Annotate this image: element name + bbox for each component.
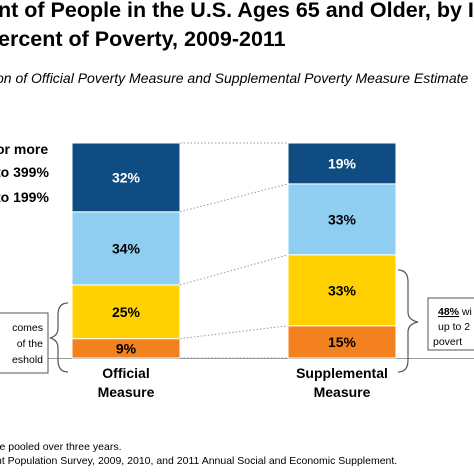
footnote-2: nt Population Survey, 2009, 2010, and 20… — [0, 455, 398, 467]
left-annotation-text: of the — [17, 338, 43, 350]
right-bracket — [397, 269, 419, 373]
chart-title-line-1: nt of People in the U.S. Ages 65 and Old… — [0, 0, 474, 22]
segment-connector-line — [179, 183, 289, 213]
bar-segment — [287, 142, 397, 185]
chart-title-line-2: ercent of Poverty, 2009-2011 — [0, 27, 286, 51]
bar-value-label: 33% — [328, 282, 357, 298]
bar-value-label: 32% — [112, 169, 141, 185]
bar-value-label: 19% — [328, 155, 357, 171]
left-annotation-text: eshold — [12, 354, 43, 366]
footnote-1: re pooled over three years. — [0, 441, 122, 453]
bar-segment — [71, 284, 181, 340]
bar-value-label: 15% — [328, 334, 357, 350]
left-bracket — [49, 302, 69, 373]
chart-title: nt of People in the U.S. Ages 65 and Old… — [0, 0, 474, 54]
left-annotation-text: comes — [12, 322, 43, 334]
chart-subtitle: on of Official Poverty Measure and Suppl… — [0, 70, 469, 86]
left-annotation-box — [0, 312, 49, 374]
x-tick-label: Supplemental — [296, 365, 388, 381]
right-annotation-line-1: 48% wi — [438, 306, 472, 318]
x-tick-label: Measure — [98, 384, 155, 400]
bar-value-label: 34% — [112, 240, 141, 256]
legend-entry-middle: to 399% — [0, 164, 49, 180]
right-annotation-text: wi — [459, 306, 472, 318]
legend-entry-bottom: to 199% — [0, 189, 49, 205]
bar-value-label: 25% — [112, 304, 141, 320]
right-annotation-percent: 48% — [438, 306, 460, 318]
right-annotation-line-3: povert — [433, 336, 462, 348]
x-tick-label: Official — [102, 365, 149, 381]
bar-value-label: 33% — [328, 211, 357, 227]
bar-value-label: 9% — [116, 340, 137, 356]
segment-connector-line — [179, 325, 289, 340]
bar-segment — [71, 211, 181, 286]
segment-connector-line — [179, 254, 289, 286]
x-tick-label: Measure — [314, 384, 371, 400]
bar-segment — [287, 325, 397, 359]
right-annotation-box — [427, 297, 474, 351]
bar-segment — [71, 142, 181, 213]
right-annotation-line-2: up to 2 — [438, 321, 470, 333]
legend-entry-top: or more — [0, 141, 49, 157]
